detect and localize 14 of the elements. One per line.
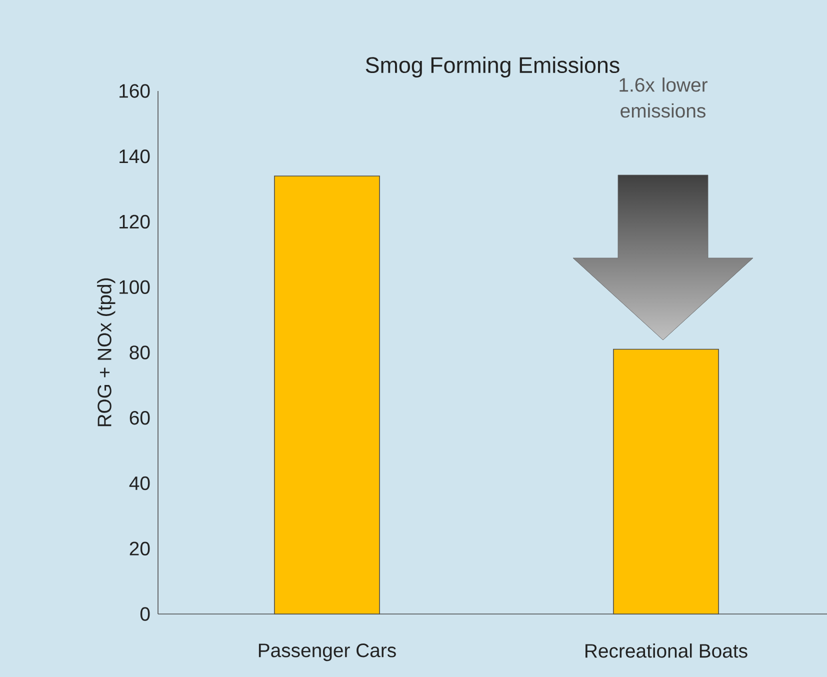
y-tick-label: 140	[120, 149, 150, 164]
x-tick-label: Recreational Boats	[586, 644, 748, 658]
y-tick-label: 80	[130, 346, 150, 360]
chart-title: Smog Forming Emissions	[366, 56, 620, 78]
y-tick-label: 160	[120, 84, 150, 98]
y-tick-label: 20	[130, 542, 150, 556]
y-tick-label: 60	[130, 410, 150, 425]
annotation: 1.6x lower emissions	[620, 78, 708, 118]
y-tick-label: 100	[120, 280, 150, 294]
y-tick-label: 120	[120, 214, 150, 229]
x-tick-label: Passenger Cars	[258, 644, 396, 662]
y-tick-label: 40	[129, 476, 150, 490]
y-axis-title: ROG + NOx (tpd)	[97, 278, 116, 426]
y-tick-label: 0	[140, 607, 150, 621]
